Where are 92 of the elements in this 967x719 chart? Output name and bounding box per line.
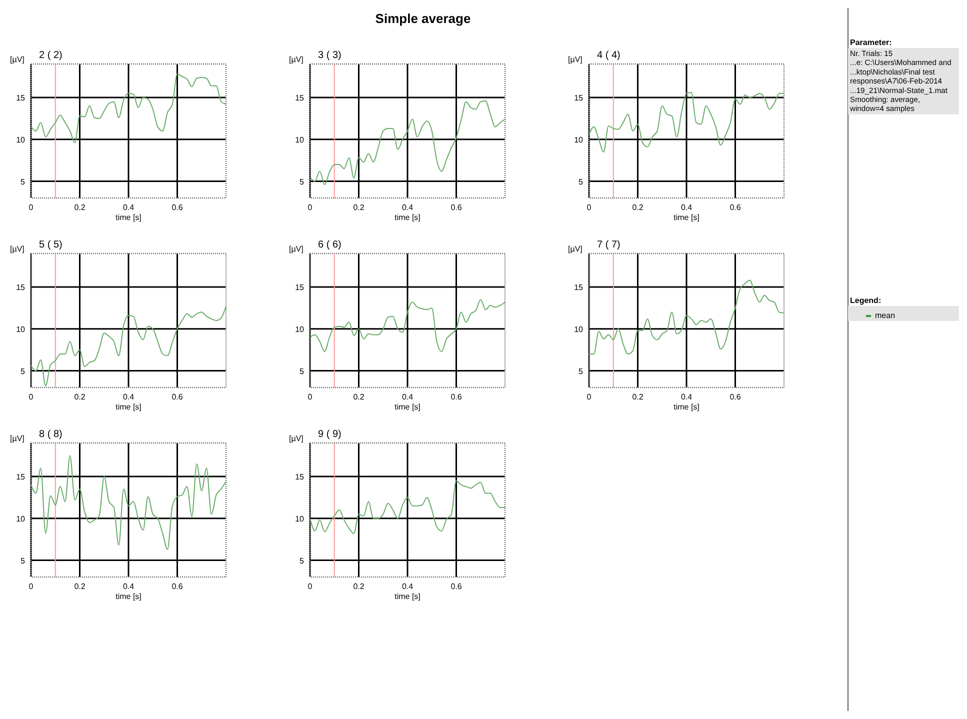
text: Parameter: <box>850 38 892 47</box>
y-axis-title: [µV] <box>10 55 24 64</box>
y-tick-label: 10 <box>295 135 305 144</box>
x-tick-label: 0.2 <box>632 203 644 212</box>
x-axis-title: time [s] <box>674 213 700 222</box>
y-tick-label: 15 <box>295 94 305 102</box>
chart-title: 9 ( 9) <box>318 429 342 440</box>
x-tick-label: 0.2 <box>74 392 86 402</box>
y-tick-label: 10 <box>574 135 584 144</box>
y-tick-label: 5 <box>300 366 305 376</box>
y-tick-label: 10 <box>295 514 305 524</box>
x-axis-title: time [s] <box>116 213 142 222</box>
y-tick-label: 15 <box>16 94 26 102</box>
x-tick-label: 0 <box>308 392 313 402</box>
x-tick-label: 0.6 <box>172 582 184 591</box>
x-tick-label: 0.2 <box>353 392 365 402</box>
y-tick-label: 5 <box>300 177 305 186</box>
y-tick-label: 10 <box>16 514 26 524</box>
x-tick-label: 0.4 <box>122 582 135 591</box>
x-tick-label: 0 <box>28 392 34 402</box>
chart-title: 4 ( 4) <box>597 50 620 61</box>
y-tick-label: 5 <box>20 366 26 376</box>
y-axis-title: [µV] <box>568 244 582 254</box>
x-tick-label: 0.4 <box>402 582 414 591</box>
x-tick-label: 0 <box>28 582 34 591</box>
y-axis-title: [µV] <box>10 434 24 443</box>
x-tick-label: 0 <box>28 203 34 212</box>
x-axis-title: time [s] <box>394 213 420 222</box>
x-tick-label: 0.4 <box>122 203 135 212</box>
line-series <box>588 92 784 152</box>
x-tick-label: 0.4 <box>122 392 135 402</box>
line-series <box>310 299 506 352</box>
y-tick-label: 5 <box>578 366 584 376</box>
line-series <box>588 280 784 354</box>
x-axis-title: time [s] <box>116 402 142 412</box>
x-tick-label: 0.6 <box>730 392 742 402</box>
x-axis-title: time [s] <box>394 402 420 412</box>
chart-title: 7 ( 7) <box>597 240 620 250</box>
y-tick-label: 5 <box>20 177 26 186</box>
x-tick-label: 0.4 <box>402 392 414 402</box>
y-axis-title: [µV] <box>289 244 304 254</box>
x-tick-label: 0.2 <box>353 203 365 212</box>
x-tick-label: 0.2 <box>353 582 365 591</box>
y-tick-label: 10 <box>16 135 26 144</box>
y-tick-label: 15 <box>295 283 305 292</box>
x-tick-label: 0 <box>308 203 313 212</box>
x-tick-label: 0.2 <box>74 582 86 591</box>
chart-title: 6 ( 6) <box>318 240 342 250</box>
x-tick-label: 0 <box>308 582 313 591</box>
chart-title: 3 ( 3) <box>318 50 342 61</box>
chart-title: 2 ( 2) <box>39 50 62 61</box>
x-tick-label: 0 <box>586 392 592 402</box>
y-tick-label: 10 <box>16 324 26 334</box>
line-series <box>30 306 226 386</box>
y-tick-label: 15 <box>16 283 26 292</box>
y-tick-label: 5 <box>20 556 26 566</box>
x-tick-label: 0.4 <box>402 203 414 212</box>
line-series <box>30 455 226 550</box>
x-axis-title: time [s] <box>394 592 420 601</box>
category-label: mean <box>875 311 896 320</box>
x-axis-title: time [s] <box>674 402 700 412</box>
x-axis-title: time [s] <box>116 592 142 601</box>
y-tick-label: 15 <box>574 283 584 292</box>
x-tick-label: 0.6 <box>450 392 462 402</box>
x-tick-label: 0.6 <box>172 203 184 212</box>
y-tick-label: 15 <box>295 472 305 482</box>
y-tick-label: 10 <box>574 324 584 334</box>
y-tick-label: 5 <box>300 556 305 566</box>
legend-title: Legend: <box>850 296 882 305</box>
x-tick-label: 0.6 <box>450 203 462 212</box>
text: Simple average <box>375 11 471 26</box>
x-tick-label: 0.2 <box>632 392 644 402</box>
x-tick-label: 0.4 <box>680 392 693 402</box>
x-tick-label: 0 <box>586 203 592 212</box>
chart-title: 8 ( 8) <box>39 429 62 440</box>
line-series <box>30 74 226 144</box>
x-tick-label: 0.6 <box>450 582 462 591</box>
chart-title: 5 ( 5) <box>39 240 62 250</box>
y-axis-title: [µV] <box>568 55 582 64</box>
x-tick-label: 0.6 <box>730 203 742 212</box>
y-tick-label: 15 <box>16 472 26 482</box>
y-tick-label: 15 <box>574 94 584 102</box>
line-series <box>310 100 506 186</box>
y-tick-label: 5 <box>578 177 584 186</box>
y-tick-label: 10 <box>295 324 305 334</box>
y-axis-title: [µV] <box>289 55 304 64</box>
y-axis-title: [µV] <box>10 244 24 254</box>
x-tick-label: 0.4 <box>680 203 693 212</box>
line-series <box>310 480 506 534</box>
y-axis-title: [µV] <box>289 434 304 443</box>
x-tick-label: 0.6 <box>172 392 184 402</box>
x-tick-label: 0.2 <box>74 203 86 212</box>
